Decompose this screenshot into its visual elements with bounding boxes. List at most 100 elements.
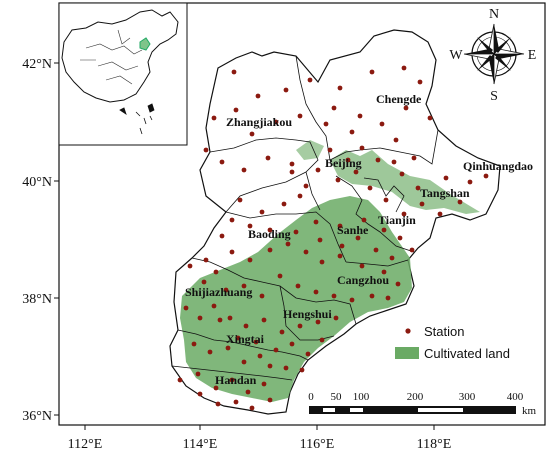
station-dot: [313, 289, 319, 295]
station-dot: [345, 157, 351, 163]
city-label-tangshan: Tangshan: [420, 186, 470, 200]
station-dot: [233, 107, 239, 113]
station-dot: [213, 269, 219, 275]
lon-tick-116: 116°E: [300, 437, 335, 452]
legend-station-dot: [405, 328, 411, 334]
station-dot: [385, 295, 391, 301]
station-dot: [177, 377, 183, 383]
station-dot: [293, 229, 299, 235]
station-dot: [297, 193, 303, 199]
station-dot: [381, 227, 387, 233]
study-area-highlight: [139, 37, 151, 51]
prefecture-boundaries: [171, 55, 439, 381]
station-dot: [187, 263, 193, 269]
scale-label-0: 0: [308, 391, 314, 403]
station-dot: [349, 297, 355, 303]
station-dot: [237, 197, 243, 203]
station-dot: [195, 371, 201, 377]
station-dot: [235, 335, 241, 341]
station-dot: [361, 217, 367, 223]
station-dot: [383, 197, 389, 203]
station-dot: [415, 185, 421, 191]
scale-label-50: 50: [331, 391, 343, 403]
station-dot: [217, 317, 223, 323]
compass-w: W: [449, 48, 463, 63]
station-dot: [203, 147, 209, 153]
station-dot: [229, 249, 235, 255]
city-label-handan: Handan: [215, 373, 257, 387]
station-dot: [219, 233, 225, 239]
china-outline: [61, 9, 179, 103]
station-dot: [393, 137, 399, 143]
station-dot: [253, 339, 259, 345]
station-dot: [375, 157, 381, 163]
lat-tick-38: 38°N: [22, 292, 52, 307]
scale-label-100: 100: [353, 391, 370, 403]
station-dot: [333, 315, 339, 321]
station-dot: [259, 209, 265, 215]
lat-tick-40: 40°N: [22, 175, 52, 190]
station-dot: [323, 121, 329, 127]
station-dot: [315, 167, 321, 173]
city-label-shijiazhuang: Shijiazhuang: [185, 285, 252, 299]
station-dot: [397, 235, 403, 241]
station-dot: [227, 315, 233, 321]
lon-tick-114: 114°E: [183, 437, 218, 452]
south-sea-islands: [119, 103, 155, 135]
station-dot: [331, 293, 337, 299]
station-dot: [427, 115, 433, 121]
station-dot: [373, 247, 379, 253]
station-dot: [359, 263, 365, 269]
station-dot: [337, 253, 343, 259]
station-dot: [267, 363, 273, 369]
station-dot: [289, 341, 295, 347]
cultivated-land: [180, 140, 480, 402]
station-dot: [317, 237, 323, 243]
station-dot: [457, 199, 463, 205]
station-dot: [403, 105, 409, 111]
station-dot: [265, 155, 271, 161]
station-dot: [315, 319, 321, 325]
china-inset: [58, 2, 188, 146]
station-dot: [379, 121, 385, 127]
city-label-qinhuangdao: Qinhuangdao: [463, 159, 533, 173]
scale-bar: 0 50 100 200 300 400 km: [308, 391, 536, 417]
station-dot: [245, 389, 251, 395]
legend: Station Cultivated land: [395, 324, 510, 361]
station-dot: [339, 243, 345, 249]
station-dot: [319, 337, 325, 343]
station-dot: [369, 293, 375, 299]
station-dot: [247, 257, 253, 263]
compass-rose: N S E W: [449, 7, 536, 104]
station-dot: [219, 159, 225, 165]
compass-e: E: [528, 48, 537, 63]
station-dot: [289, 161, 295, 167]
station-dot: [395, 281, 401, 287]
station-dot: [337, 223, 343, 229]
station-dot: [255, 93, 261, 99]
station-dot: [197, 391, 203, 397]
station-dot: [279, 329, 285, 335]
station-dot: [367, 185, 373, 191]
legend-cultivated-swatch: [395, 347, 419, 359]
station-dot: [243, 323, 249, 329]
city-label-hengshui: Hengshui: [283, 307, 332, 321]
station-dot: [467, 179, 473, 185]
station-dot: [229, 377, 235, 383]
station-dot: [443, 175, 449, 181]
station-dot: [225, 345, 231, 351]
station-dot: [283, 87, 289, 93]
station-dot: [223, 287, 229, 293]
station-dot: [355, 235, 361, 241]
lon-ticks: 112°E 114°E 116°E 118°E: [68, 425, 451, 452]
station-dot: [207, 349, 213, 355]
station-dot: [401, 211, 407, 217]
city-label-xingtai: Xingtai: [226, 332, 265, 346]
station-dot: [297, 113, 303, 119]
station-dot: [349, 129, 355, 135]
compass-n: N: [489, 7, 499, 22]
station-dot: [389, 255, 395, 261]
station-dot: [241, 359, 247, 365]
station-dot: [257, 353, 263, 359]
